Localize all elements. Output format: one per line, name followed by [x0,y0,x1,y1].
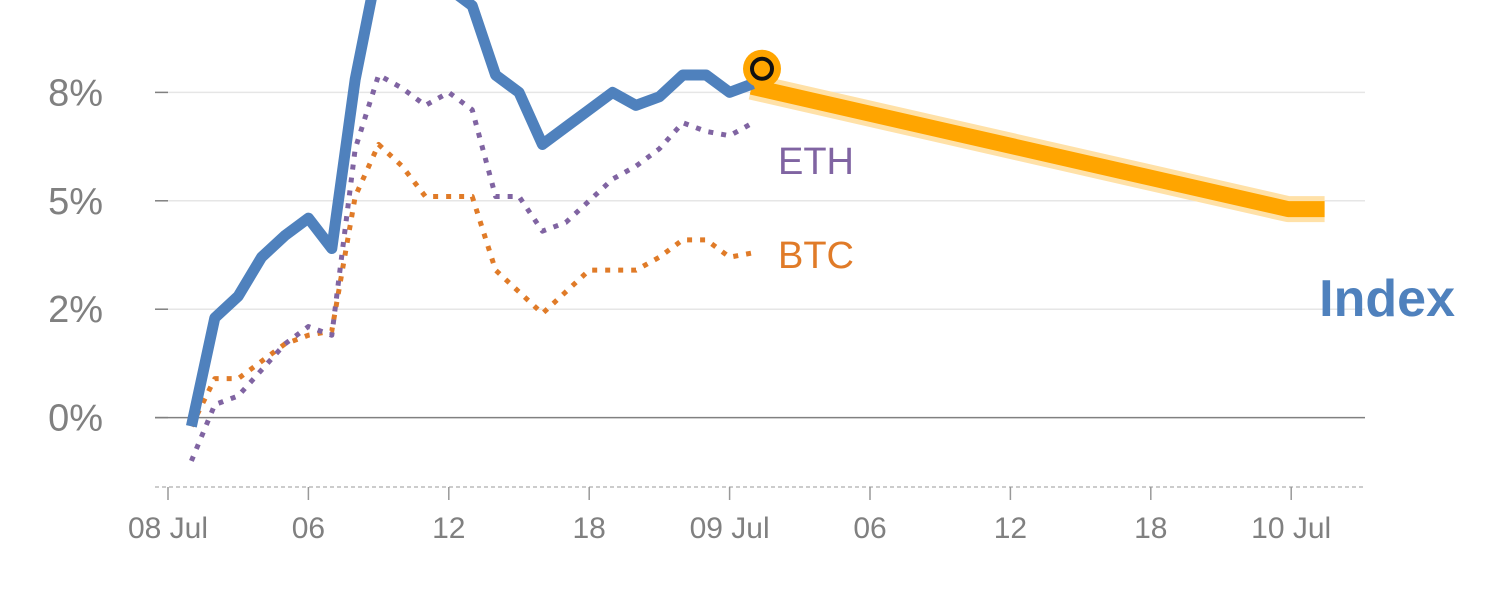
btc-label: BTC [778,235,854,277]
y-tick-label: 0% [48,398,103,440]
x-tick-label: 09 Jul [690,512,770,545]
x-axis-ticks: 08 Jul 06 12 18 09 Jul 06 12 18 10 Jul [128,487,1331,545]
eth-label: ETH [778,141,854,183]
gridlines [155,91,1365,419]
y-axis-ticks: 0% 2% 5% 8% [48,72,103,439]
x-tick-label: 10 Jul [1251,512,1331,545]
series-eth-line [189,72,755,462]
y-tick-label: 2% [48,289,103,331]
x-tick-label: 06 [853,512,886,545]
series-btc-line [189,141,754,428]
x-tick-label: 08 Jul [128,512,208,545]
y-tick-label: 5% [48,181,103,223]
x-tick-label: 06 [292,512,325,545]
marker-outer [743,49,781,88]
series-lines [186,0,755,462]
index-label: Index [1319,270,1455,328]
x-tick-label: 18 [573,512,606,545]
current-value-marker [743,49,781,88]
forecast-line [749,78,1325,218]
x-tick-label: 18 [1134,512,1167,545]
x-tick-label: 12 [432,512,465,545]
marker-ring [750,56,774,81]
x-tick-label: 12 [994,512,1027,545]
y-tick-label: 8% [48,72,103,114]
forecast-band [748,74,1325,223]
series-index-line [186,0,755,428]
